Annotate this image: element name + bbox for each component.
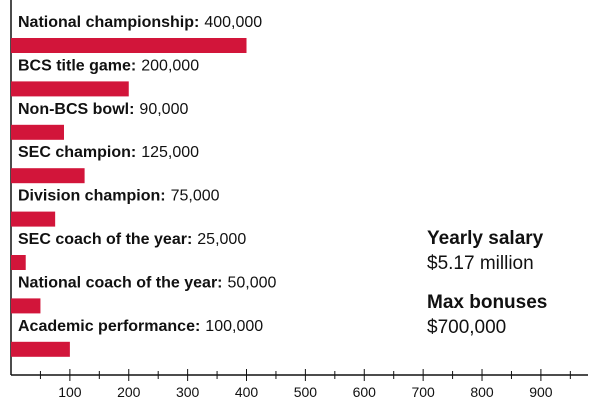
bar — [11, 211, 56, 227]
category-label: Division champion: — [18, 188, 166, 205]
x-tick-label: 200 — [117, 384, 141, 400]
value-label: 125,000 — [141, 144, 199, 161]
bar — [11, 38, 247, 53]
category-label: National championship: — [18, 14, 199, 31]
bar-label: SEC coach of the year: 25,000 — [18, 231, 246, 248]
bar — [11, 255, 26, 270]
x-tick-label: 100 — [58, 384, 82, 400]
bar — [11, 168, 85, 184]
value-label: 100,000 — [205, 318, 263, 335]
category-label: Non-BCS bowl: — [18, 101, 134, 118]
value-label: 75,000 — [171, 188, 220, 205]
bar-label: Non-BCS bowl: 90,000 — [18, 101, 188, 118]
annotation-text: $700,000 — [427, 317, 506, 338]
x-tick-label: 300 — [176, 384, 200, 400]
x-tick-label: 700 — [411, 384, 435, 400]
value-label: 50,000 — [228, 274, 277, 291]
value-label: 90,000 — [139, 101, 188, 118]
category-label: SEC coach of the year: — [18, 231, 192, 248]
annotation-heading: Max bonuses — [427, 292, 547, 313]
bar-label: Division champion: 75,000 — [18, 188, 220, 205]
x-tick-label: 600 — [353, 384, 377, 400]
annotation-heading: Yearly salary — [427, 228, 544, 249]
category-label: National coach of the year: — [18, 274, 223, 291]
x-tick-label: 400 — [235, 384, 259, 400]
x-tick-label: 500 — [294, 384, 318, 400]
bar-label: BCS title game: 200,000 — [18, 57, 199, 74]
bar — [11, 341, 70, 357]
annotation-text: $5.17 million — [427, 253, 534, 274]
value-label: 400,000 — [204, 14, 262, 31]
bar-label: National championship: 400,000 — [18, 14, 262, 31]
value-label: 25,000 — [197, 231, 246, 248]
x-tick-label: 800 — [470, 384, 494, 400]
bar-label: SEC champion: 125,000 — [18, 144, 199, 161]
category-label: SEC champion: — [18, 144, 136, 161]
bar — [11, 298, 41, 314]
value-label: 200,000 — [141, 57, 199, 74]
x-tick-label: 900 — [529, 384, 553, 400]
bar — [11, 81, 129, 97]
bar — [11, 124, 64, 140]
bar-label: National coach of the year: 50,000 — [18, 274, 277, 291]
bar-label: Academic performance: 100,000 — [18, 318, 263, 335]
category-label: BCS title game: — [18, 57, 136, 74]
category-label: Academic performance: — [18, 318, 200, 335]
